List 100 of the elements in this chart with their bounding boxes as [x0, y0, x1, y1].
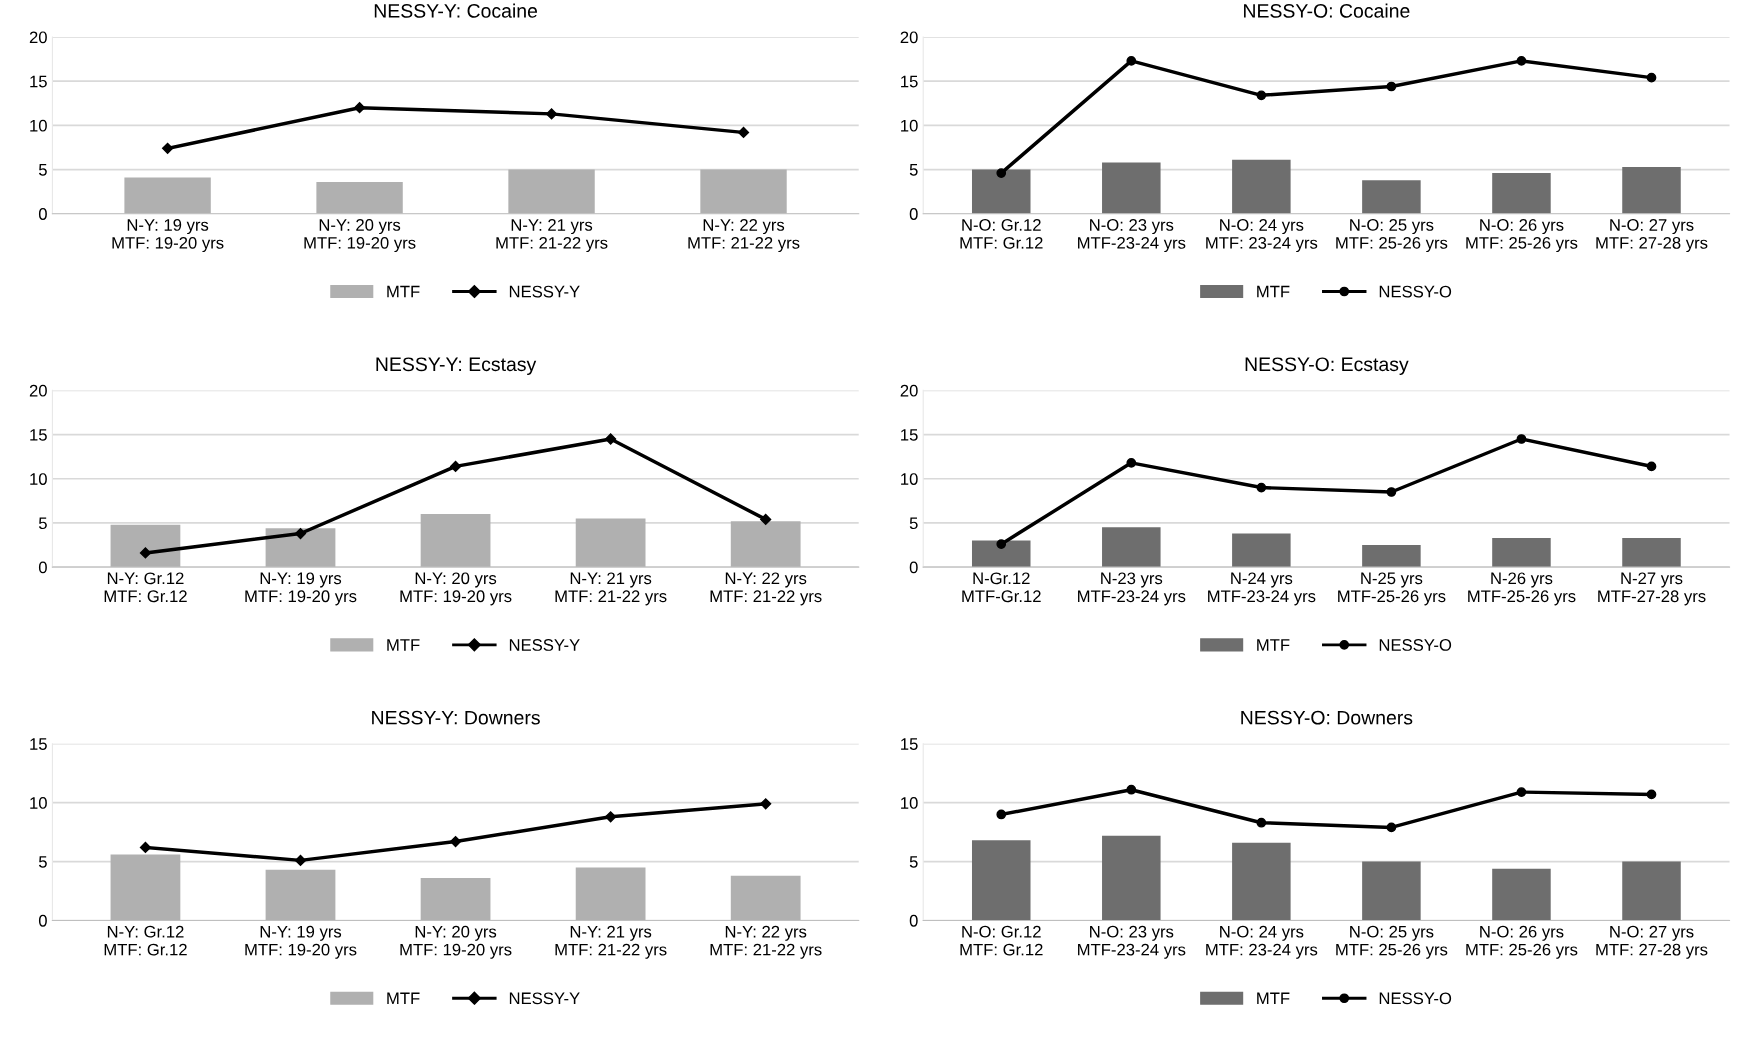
point — [996, 539, 1007, 549]
bar — [730, 875, 801, 921]
point — [294, 854, 307, 866]
x-tick-label: N-25 yrs MTF-25-26 yrs — [1338, 572, 1446, 606]
y-tick-label: 5 — [38, 856, 47, 868]
point — [1516, 56, 1527, 66]
point — [1256, 90, 1267, 101]
point — [996, 809, 1007, 820]
y-tick-label: 0 — [38, 208, 47, 220]
y-tick-label: 10 — [30, 797, 47, 809]
x-tick-label: N-Y: 19 yrs MTF: 19-20 yrs — [112, 219, 224, 253]
legend-label: MTF — [1257, 285, 1290, 298]
y-tick-label: 5 — [38, 517, 47, 530]
point — [605, 811, 617, 823]
x-tick-label: N-23 yrs MTF-23-24 yrs — [1078, 572, 1186, 606]
x-tick-label: N-Y: 19 yrs MTF: 19-20 yrs — [245, 572, 357, 606]
y-tick-label: 0 — [38, 561, 47, 574]
x-tick-label: N-Y: 21 yrs MTF: 21-22 yrs — [555, 925, 667, 959]
y-tick-label: 0 — [909, 561, 918, 574]
x-tick-label: N-27 yrs MTF-27-28 yrs — [1598, 572, 1706, 606]
point — [1386, 822, 1397, 833]
point — [760, 798, 772, 810]
point — [760, 513, 772, 525]
point — [737, 126, 750, 139]
bar — [1622, 537, 1681, 568]
point — [1516, 787, 1527, 797]
y-tick-label: 20 — [900, 31, 918, 44]
y-tick-label: 0 — [909, 208, 918, 220]
y-tick-label: 5 — [909, 856, 918, 868]
point — [1256, 817, 1267, 828]
legend-label: NESSY-Y — [509, 639, 580, 651]
legend-label: NESSY-Y — [509, 285, 580, 298]
point — [545, 108, 558, 120]
legend-label: NESSY-O — [1379, 639, 1452, 651]
y-tick-label: 20 — [29, 384, 47, 397]
x-tick-label: N-Y: 19 yrs MTF: 19-20 yrs — [245, 925, 357, 959]
point — [449, 460, 462, 472]
point — [1126, 457, 1137, 468]
y-tick-label: 0 — [38, 914, 47, 927]
legend-label: NESSY-O — [1379, 992, 1452, 1005]
x-tick-label: N-O: 26 yrs MTF: 25-26 yrs — [1466, 219, 1578, 253]
x-tick-label: N-O: 24 yrs MTF: 23-24 yrs — [1206, 925, 1318, 959]
y-tick-label: 15 — [30, 429, 47, 441]
bar — [1102, 835, 1161, 921]
x-tick-label: N-O: 27 yrs MTF: 27-28 yrs — [1596, 219, 1708, 253]
x-tick-label: N-Y: 21 yrs MTF: 21-22 yrs — [496, 219, 608, 253]
bar — [1102, 527, 1161, 568]
bar — [124, 177, 211, 214]
y-tick-label: 15 — [30, 75, 47, 88]
bar — [730, 521, 801, 568]
bar — [1362, 545, 1421, 568]
point — [1256, 482, 1267, 493]
x-tick-label: N-Gr.12 MTF-Gr.12 — [962, 572, 1041, 603]
point — [1386, 487, 1397, 497]
bar — [575, 867, 646, 921]
point — [1646, 789, 1657, 800]
x-tick-label: N-Y: 22 yrs MTF: 21-22 yrs — [688, 219, 800, 253]
legend-label: NESSY-Y — [509, 992, 580, 1005]
x-tick-label: N-Y: Gr.12 MTF: Gr.12 — [104, 925, 187, 956]
y-tick-label: 5 — [38, 164, 47, 176]
chart-title: NESSY-O: Downers — [1241, 710, 1413, 725]
point — [605, 433, 617, 445]
point — [1386, 81, 1397, 92]
bar — [575, 518, 646, 568]
x-tick-label: N-O: Gr.12 MTF: Gr.12 — [960, 925, 1043, 956]
y-tick-label: 10 — [901, 797, 918, 809]
legend-label: NESSY-O — [1379, 285, 1452, 298]
bar — [971, 840, 1031, 921]
point — [294, 527, 307, 540]
y-tick-label: 15 — [901, 429, 918, 441]
x-tick-label: N-Y: 21 yrs MTF: 21-22 yrs — [555, 572, 667, 606]
y-tick-label: 5 — [909, 164, 918, 176]
point — [1126, 784, 1137, 795]
y-tick-label: 5 — [909, 517, 918, 530]
x-tick-label: N-24 yrs MTF-23-24 yrs — [1208, 572, 1316, 606]
x-tick-label: N-26 yrs MTF-25-26 yrs — [1468, 572, 1576, 606]
y-tick-label: 10 — [30, 473, 47, 485]
x-tick-label: N-O: 25 yrs MTF: 25-26 yrs — [1336, 219, 1448, 253]
y-tick-label: 10 — [30, 119, 47, 132]
x-tick-label: N-Y: 20 yrs MTF: 19-20 yrs — [400, 925, 512, 959]
point — [449, 835, 462, 848]
y-tick-label: 10 — [901, 473, 918, 485]
y-tick-label: 15 — [30, 738, 47, 750]
bar — [1492, 868, 1551, 921]
point — [353, 102, 366, 114]
chart-title: NESSY-O: Cocaine — [1244, 3, 1410, 18]
legend-label: MTF — [1257, 992, 1290, 1005]
bar — [265, 869, 336, 921]
chart-title: NESSY-O: Ecstasy — [1245, 357, 1409, 375]
y-tick-label: 15 — [901, 75, 918, 88]
x-tick-label: N-O: 23 yrs MTF-23-24 yrs — [1078, 925, 1186, 959]
legend-label: MTF — [387, 639, 420, 651]
point — [1516, 434, 1527, 444]
bar — [1232, 533, 1291, 568]
x-tick-label: N-Y: 22 yrs MTF: 21-22 yrs — [710, 572, 822, 606]
bar — [420, 514, 491, 568]
y-tick-label: 15 — [901, 738, 918, 750]
bar — [1492, 537, 1551, 568]
bar — [508, 169, 595, 214]
bar — [110, 524, 181, 568]
